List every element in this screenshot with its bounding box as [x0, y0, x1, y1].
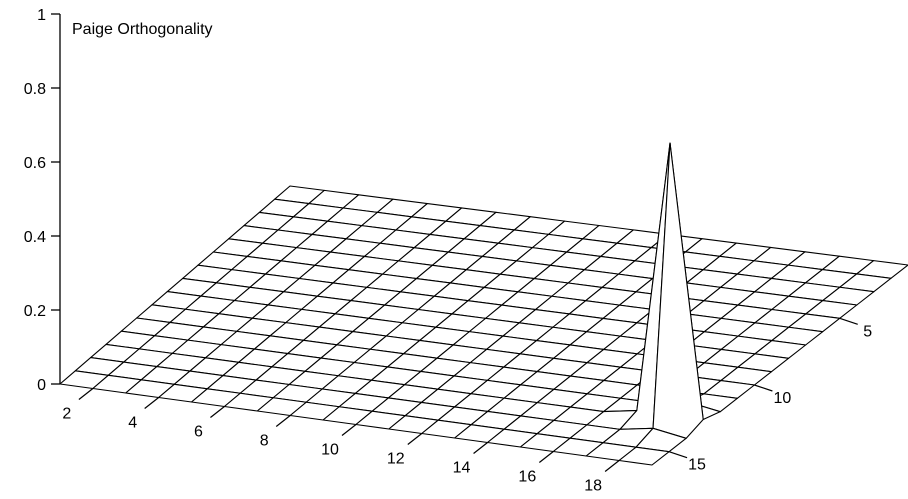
z-tick-label: 0.8	[24, 81, 46, 98]
x-tick	[473, 442, 488, 454]
x-tick	[78, 388, 94, 400]
x-tick	[210, 406, 225, 418]
x-tick-label: 2	[62, 406, 71, 423]
y-tick	[839, 317, 858, 325]
x-tick	[144, 397, 160, 409]
y-tick-label: 10	[774, 390, 792, 407]
x-tick-label: 8	[260, 433, 269, 450]
z-tick-label: 0.4	[24, 229, 46, 246]
y-axis: 5 10 15	[668, 317, 872, 474]
x-tick-label: 14	[453, 460, 471, 477]
x-tick	[538, 451, 554, 463]
x-tick-label: 6	[194, 424, 203, 441]
y-tick	[754, 384, 773, 392]
x-axis: 2 4 6 8 10 12 14 16 18	[62, 388, 620, 495]
y-tick-label: 15	[688, 457, 706, 474]
x-tick	[275, 415, 291, 427]
z-tick-label: 0	[37, 377, 46, 394]
surface-cell	[618, 446, 670, 466]
x-tick-label: 12	[387, 451, 405, 468]
chart-title: Paige Orthogonality	[72, 21, 213, 38]
y-tick	[668, 451, 688, 459]
surface-mesh	[59, 142, 908, 466]
z-tick-label: 1	[37, 7, 46, 24]
x-tick	[604, 460, 620, 472]
x-tick-label: 16	[518, 469, 536, 486]
x-tick-label: 4	[128, 415, 137, 432]
y-tick-label: 5	[863, 323, 872, 340]
z-tick-label: 0.2	[24, 303, 46, 320]
x-tick-label: 10	[321, 442, 339, 459]
z-axis: 0 0.2 0.4 0.6 0.8 1	[24, 7, 61, 394]
x-tick	[341, 424, 357, 436]
x-tick-label: 18	[584, 478, 602, 495]
z-tick-label: 0.6	[24, 155, 46, 172]
x-tick	[407, 433, 423, 445]
